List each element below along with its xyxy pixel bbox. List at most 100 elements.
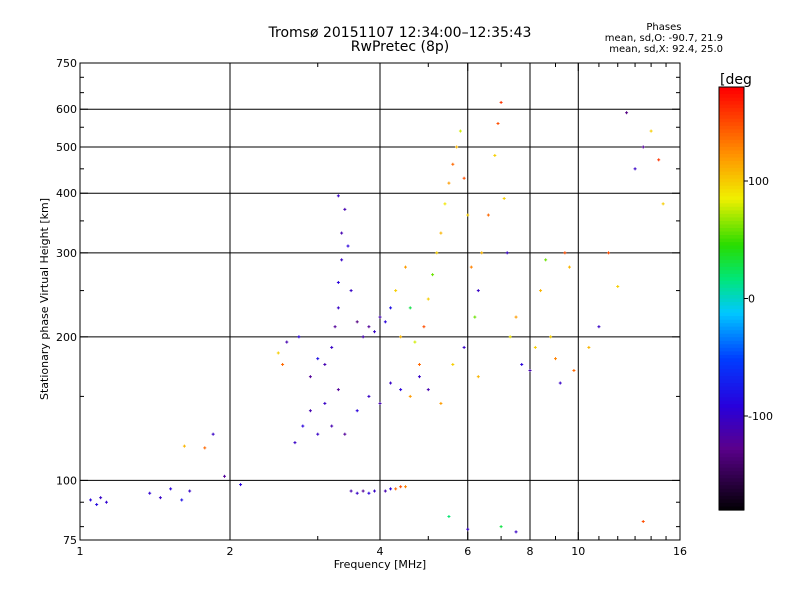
colorbar-segment xyxy=(719,485,744,490)
colorbar-segment xyxy=(719,224,744,229)
colorbar-segment xyxy=(719,161,744,166)
colorbar-segment xyxy=(719,189,744,194)
colorbar-segment xyxy=(719,284,744,289)
colorbar-segment xyxy=(719,474,744,479)
colorbar-segment xyxy=(719,298,744,303)
colorbar-segment xyxy=(719,397,744,402)
y-tick-label: 200 xyxy=(56,331,77,344)
phase-stats-x: mean, sd,X: 92.4, 25.0 xyxy=(609,44,723,55)
colorbar-segment xyxy=(719,361,744,367)
chart-subtitle: RwPretec (8p) xyxy=(350,39,450,55)
colorbar-segment xyxy=(719,425,744,430)
colorbar-segment xyxy=(719,270,744,275)
x-tick-label: 1 xyxy=(77,545,84,558)
colorbar-segment xyxy=(719,143,744,148)
colorbar-segment xyxy=(719,400,744,405)
colorbar-segment xyxy=(719,185,744,190)
colorbar-segment xyxy=(719,319,744,324)
colorbar-segment xyxy=(719,87,744,92)
colorbar-segment xyxy=(719,446,744,451)
x-tick-label: 6 xyxy=(464,545,471,558)
colorbar-segment xyxy=(719,390,744,395)
colorbar-segment xyxy=(719,323,744,328)
colorbar-segment xyxy=(719,245,744,250)
colorbar-segment xyxy=(719,249,744,254)
colorbar-segment xyxy=(719,111,744,116)
colorbar-segment xyxy=(719,104,744,109)
colorbar-segment xyxy=(719,435,744,441)
colorbar-segment xyxy=(719,256,744,261)
y-axis-label: Stationary phase Virtual Height [km] xyxy=(38,198,51,400)
colorbar-segment xyxy=(719,94,744,99)
colorbar-tick-label: 0 xyxy=(748,293,755,306)
colorbar-segment xyxy=(719,294,744,300)
x-tick-label: 4 xyxy=(377,545,384,558)
colorbar-segment xyxy=(719,432,744,437)
x-tick-label: 8 xyxy=(527,545,534,558)
colorbar-segment xyxy=(719,168,744,173)
colorbar-segment xyxy=(719,90,744,95)
colorbar-segment xyxy=(719,97,744,102)
colorbar-segment xyxy=(719,206,744,211)
colorbar-segment xyxy=(719,439,744,444)
colorbar-segment xyxy=(719,171,744,176)
chart-title: Tromsø 20151107 12:34:00–12:35:43 xyxy=(268,25,532,41)
colorbar-segment xyxy=(719,192,744,197)
colorbar-segment xyxy=(719,213,744,219)
colorbar-segment xyxy=(719,196,744,201)
colorbar-segment xyxy=(719,495,744,501)
colorbar-segment xyxy=(719,326,744,331)
colorbar-segment xyxy=(719,153,744,159)
colorbar-segment xyxy=(719,291,744,296)
colorbar-segment xyxy=(719,404,744,409)
colorbar-segment xyxy=(719,488,744,493)
colorbar-segment xyxy=(719,252,744,257)
grid xyxy=(80,63,680,540)
colorbar-segment xyxy=(719,502,744,508)
phase-stats-o: mean, sd,O: -90.7, 21.9 xyxy=(604,33,723,44)
colorbar-segment xyxy=(719,228,744,233)
colorbar-segment xyxy=(719,150,744,155)
colorbar-segment xyxy=(719,457,744,462)
x-tick-label: 10 xyxy=(571,545,585,558)
y-tick-label: 750 xyxy=(56,57,77,70)
colorbar-segment xyxy=(719,344,744,349)
colorbar-tick-label: -100 xyxy=(748,410,773,423)
colorbar-segment xyxy=(719,407,744,412)
colorbar-segment xyxy=(719,330,744,335)
colorbar-segment xyxy=(719,203,744,208)
colorbar-segment xyxy=(719,125,744,130)
y-tick-label: 300 xyxy=(56,247,77,260)
colorbar-segment xyxy=(719,263,744,268)
colorbar-segment xyxy=(719,369,744,374)
colorbar-segment xyxy=(719,481,744,486)
colorbar-segment xyxy=(719,280,744,285)
colorbar-segment xyxy=(719,386,744,391)
colorbar-segment xyxy=(719,316,744,321)
colorbar-segment xyxy=(719,129,744,134)
x-tick-label: 2 xyxy=(227,545,234,558)
colorbar-segment xyxy=(719,460,744,465)
colorbar-segment xyxy=(719,164,744,169)
colorbar-segment xyxy=(719,139,744,144)
colorbar-segment xyxy=(719,115,744,120)
colorbar-segment xyxy=(719,379,744,384)
colorbar-segment xyxy=(719,136,744,141)
colorbar-segment xyxy=(719,383,744,388)
y-tick-label: 400 xyxy=(56,187,77,200)
colorbar-segment xyxy=(719,471,744,476)
x-axis-ticks: 1 2 4 6 8 10 16 xyxy=(77,63,687,558)
colorbar-segment xyxy=(719,305,744,310)
colorbar-segment xyxy=(719,287,744,293)
colorbar-segment xyxy=(719,358,744,363)
colorbar-segment xyxy=(719,354,744,360)
colorbar-tick-label: 100 xyxy=(748,175,769,188)
colorbar-label: [deg xyxy=(720,72,752,88)
y-tick-label: 600 xyxy=(56,103,77,116)
colorbar-segment xyxy=(719,210,744,215)
colorbar-segment xyxy=(719,506,744,511)
phase-stats: Phases mean, sd,O: -90.7, 21.9 mean, sd,… xyxy=(605,22,723,55)
colorbar-segment xyxy=(719,333,744,338)
colorbar-segment xyxy=(719,393,744,398)
colorbar-segment xyxy=(719,231,744,236)
